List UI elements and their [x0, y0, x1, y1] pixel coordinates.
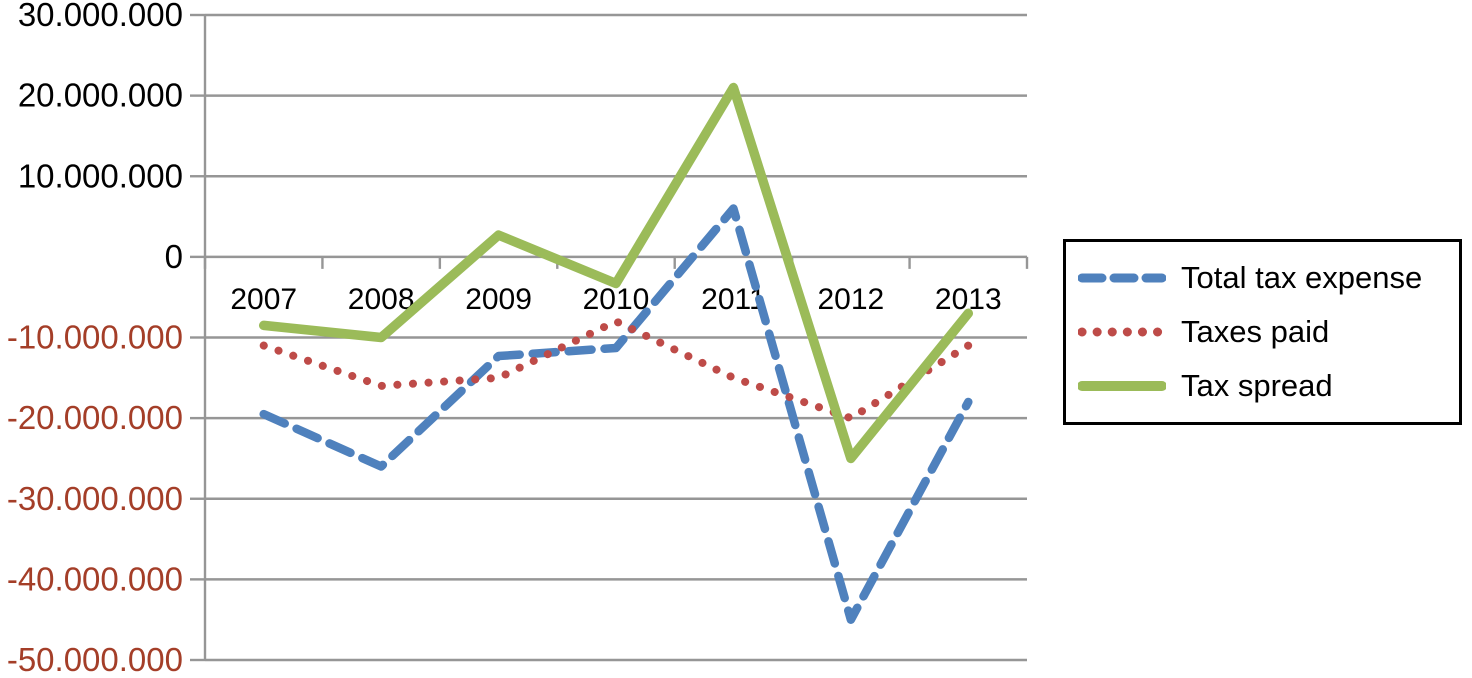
legend-swatch-solid-line	[1078, 381, 1166, 391]
y-axis-label: 30.000.000	[18, 0, 183, 33]
legend-swatch-dotted-line	[1078, 327, 1166, 337]
legend-label: Taxes paid	[1181, 314, 1330, 349]
legend-entry-taxes-paid: Taxes paid	[1078, 314, 1459, 350]
series-line-taxes-paid	[259, 317, 973, 423]
series-line-total-tax-expense	[259, 204, 973, 624]
x-axis-label: 2009	[465, 283, 532, 316]
x-axis-label: 2012	[817, 283, 884, 316]
y-axis-label: 0	[165, 238, 183, 275]
y-axis-label: -40.000.000	[7, 560, 183, 597]
legend-label: Total tax expense	[1181, 260, 1423, 295]
x-axis-label: 2010	[583, 283, 650, 316]
legend: Total tax expense Taxes paid Tax spread	[1063, 239, 1462, 425]
x-axis-label: 2007	[230, 283, 297, 316]
series-line-tax-spread	[258, 82, 974, 464]
legend-label: Tax spread	[1181, 368, 1333, 403]
legend-entry-total-tax-expense: Total tax expense	[1078, 260, 1459, 296]
y-axis-label: -50.000.000	[7, 641, 183, 678]
y-axis-label: -30.000.000	[7, 480, 183, 517]
x-axis-label: 2008	[348, 283, 415, 316]
y-axis-label: 10.000.000	[18, 157, 183, 194]
legend-entry-tax-spread: Tax spread	[1078, 368, 1459, 404]
y-axis-label: -20.000.000	[7, 399, 183, 436]
y-axis-label: -10.000.000	[7, 319, 183, 356]
y-axis-label: 20.000.000	[18, 77, 183, 114]
legend-swatch-dashed-line	[1078, 273, 1166, 283]
